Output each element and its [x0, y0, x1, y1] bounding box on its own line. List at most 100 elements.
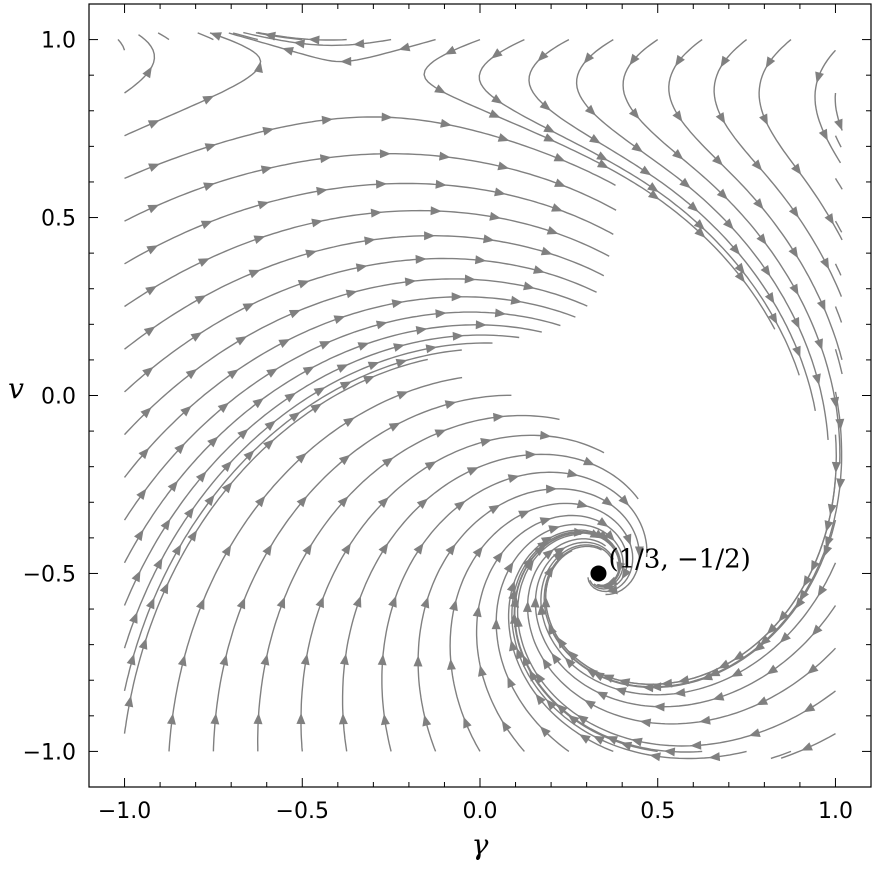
streamline-arrow	[148, 163, 160, 172]
streamline-arrow	[284, 392, 297, 403]
streamline-arrow	[416, 498, 429, 509]
streamline-arrow	[357, 342, 370, 351]
streamline-arrow	[629, 53, 640, 66]
streamline-arrow	[293, 39, 305, 49]
streamline-arrow	[266, 368, 278, 378]
streamline-arrow	[799, 589, 809, 602]
streamline-arrow	[381, 112, 393, 122]
streamline-arrow	[472, 546, 483, 558]
streamline-arrow	[475, 320, 487, 330]
streamline-arrow	[488, 109, 501, 118]
streamline-arrow	[489, 211, 501, 221]
streamline-arrow	[542, 549, 554, 560]
streamline-arrow	[375, 179, 388, 189]
streamline	[834, 220, 843, 233]
streamline-arrow	[753, 198, 764, 210]
streamline-arrow	[779, 632, 791, 643]
streamline-arrow	[221, 481, 233, 494]
streamline	[232, 32, 258, 41]
streamline	[511, 530, 747, 760]
streamline-arrow	[789, 283, 799, 296]
streamline-arrow	[831, 461, 841, 474]
streamline-arrow	[546, 699, 557, 711]
streamline-arrow	[146, 597, 155, 610]
streamline	[123, 334, 520, 606]
streamline-arrow	[282, 47, 294, 56]
streamline-arrow	[296, 495, 308, 508]
streamline-arrow	[830, 396, 840, 409]
streamline-arrow	[143, 326, 156, 337]
x-tick-label: 0.0	[463, 799, 498, 824]
streamline-arrow	[523, 281, 535, 291]
streamline-arrow	[792, 345, 801, 358]
streamline-arrow	[302, 366, 315, 376]
streamline-arrow	[134, 529, 144, 542]
streamline	[553, 391, 843, 688]
streamline-arrow	[815, 71, 824, 84]
streamline-arrow	[621, 567, 632, 580]
streamline	[123, 324, 542, 564]
streamline-arrow	[679, 177, 691, 189]
streamline-arrow	[764, 292, 775, 304]
streamline-arrow	[463, 716, 472, 729]
streamline-arrow	[474, 255, 487, 265]
streamline-arrow	[253, 713, 263, 725]
streamline-arrow	[818, 128, 828, 141]
streamline-arrow	[260, 653, 270, 666]
streamline-arrow	[694, 227, 706, 238]
streamline-arrow	[425, 344, 438, 354]
streamline-arrow	[639, 718, 652, 728]
streamline-arrow	[321, 115, 333, 125]
streamline-arrow	[472, 605, 482, 618]
streamline-arrow	[174, 443, 186, 455]
streamline	[622, 39, 841, 464]
streamline-arrow	[820, 257, 830, 270]
streamline-arrow	[506, 580, 516, 593]
streamline-arrow	[525, 450, 537, 460]
streamline-arrow	[836, 478, 846, 490]
streamline	[124, 116, 616, 187]
streamline-arrow	[355, 263, 368, 273]
streamline-arrow	[533, 265, 545, 274]
streamline-arrow	[583, 456, 595, 466]
streamline-arrow	[631, 737, 643, 747]
streamline-arrow	[564, 657, 576, 669]
streamline-arrow	[537, 540, 549, 551]
streamline-arrow	[503, 561, 514, 574]
streamline-arrow	[791, 163, 802, 175]
streamline-arrow	[760, 265, 771, 277]
streamline-arrow	[145, 285, 157, 296]
streamline-arrow	[255, 495, 266, 508]
x-axis-title: γ	[472, 828, 489, 861]
streamline-arrow	[243, 450, 255, 461]
streamline	[834, 135, 842, 148]
streamline-arrow	[262, 544, 272, 556]
streamline-arrow	[147, 204, 160, 214]
streamline	[123, 296, 576, 478]
streamline-arrow	[811, 624, 823, 636]
streamline-arrow	[200, 220, 213, 230]
streamline-arrow	[551, 652, 562, 665]
streamline-arrow	[146, 245, 159, 255]
streamline-arrow	[584, 104, 596, 116]
streamline-arrow	[382, 457, 394, 468]
streamline	[123, 349, 462, 692]
streamline-arrow	[824, 213, 834, 225]
streamline	[124, 34, 156, 94]
streamline-arrow	[510, 295, 523, 305]
streamline-arrow	[566, 468, 579, 478]
streamline-arrow	[424, 461, 437, 471]
streamline-arrow	[542, 657, 553, 670]
streamline-arrow	[756, 233, 767, 245]
streamline-arrow	[540, 536, 553, 546]
streamline-arrow	[380, 713, 390, 726]
streamline-arrow	[497, 161, 510, 171]
streamline-arrow	[210, 32, 222, 41]
streamline-arrow	[194, 295, 207, 305]
streamline-arrow	[377, 654, 387, 666]
streamline-arrow	[221, 544, 232, 557]
streamline-arrow	[288, 411, 301, 422]
streamline-arrow	[262, 126, 275, 136]
streamline-arrow	[422, 714, 432, 727]
streamline-arrow	[302, 543, 312, 556]
